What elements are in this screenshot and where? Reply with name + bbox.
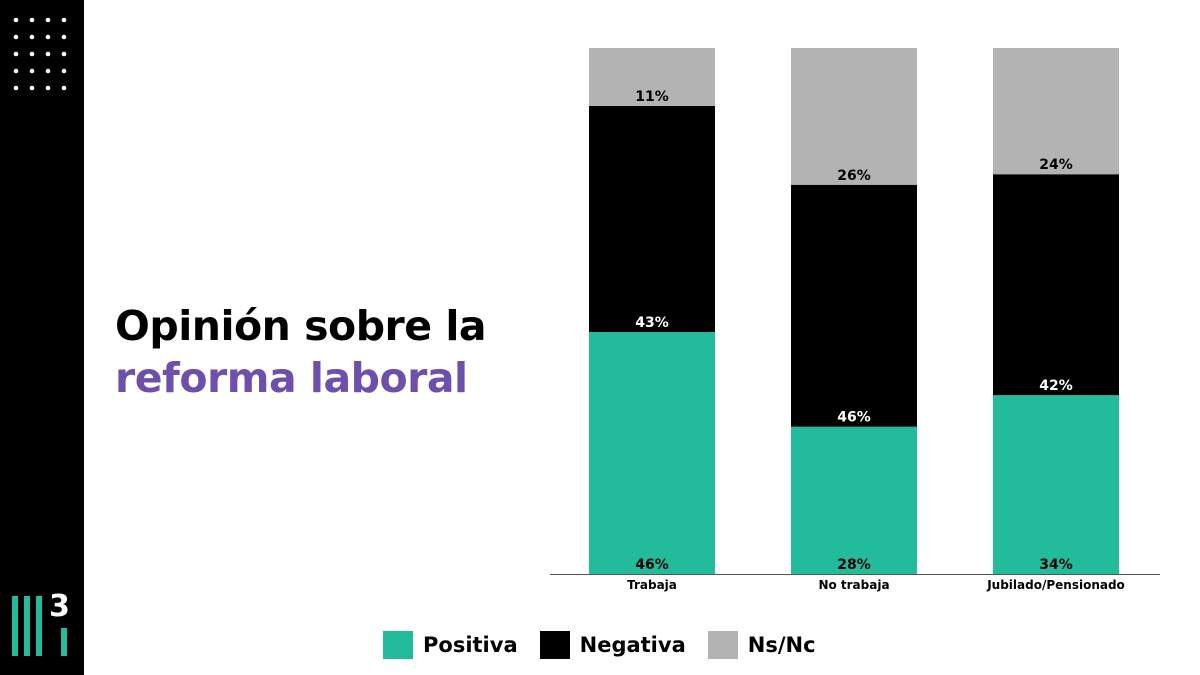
- sidebar: 3: [0, 0, 84, 675]
- brand-logo-icon: [12, 596, 67, 656]
- decoration-dot: [29, 17, 35, 23]
- decoration-dot: [45, 51, 51, 57]
- decoration-dot: [61, 85, 67, 91]
- decoration-dot: [29, 68, 35, 74]
- bar-segment-negativa-1: [589, 105, 715, 333]
- category-label-1: Trabaja: [627, 578, 677, 592]
- data-label-ns-nc-3: 24%: [1039, 157, 1073, 173]
- chart-legend: Positiva Negativa Ns/Nc: [383, 630, 838, 660]
- decoration-dot: [29, 51, 35, 57]
- page-title: Opinión sobre la reforma laboral: [115, 300, 487, 404]
- legend-item-negativa: Negativa: [539, 631, 686, 659]
- decoration-dot: [61, 68, 67, 74]
- data-label-negativa-1: 43%: [635, 315, 669, 331]
- decoration-dot: [13, 17, 19, 23]
- data-label-positiva-1: 46%: [635, 557, 669, 573]
- bar-segment-ns-nc-2: [791, 48, 917, 185]
- bar-segment-negativa-2: [791, 184, 917, 427]
- bar-segment-positiva-1: [589, 332, 715, 574]
- category-label-3: Jubilado/Pensionado: [986, 578, 1125, 592]
- stacked-bar-chart: 46% 43% 11% Trabaja 28% 46% 26% No trabaja 34% 42…: [550, 48, 1160, 592]
- dot-grid-decoration: [13, 17, 67, 91]
- category-label-2: No trabaja: [818, 578, 889, 592]
- decoration-dot: [45, 34, 51, 40]
- legend-label-nsnc: Ns/Nc: [747, 633, 816, 657]
- bar-segment-negativa-3: [993, 174, 1119, 396]
- bar-segment-ns-nc-3: [993, 48, 1119, 175]
- decoration-dot: [29, 34, 35, 40]
- data-label-ns-nc-1: 11%: [635, 89, 669, 105]
- data-label-negativa-2: 46%: [837, 410, 871, 426]
- decoration-dot: [13, 51, 19, 57]
- legend-item-nsnc: Ns/Nc: [707, 631, 816, 659]
- decoration-dot: [61, 34, 67, 40]
- decoration-dot: [61, 17, 67, 23]
- legend-swatch-nsnc: [707, 631, 738, 659]
- legend-swatch-negativa: [539, 631, 570, 659]
- decoration-dot: [13, 68, 19, 74]
- decoration-dot: [29, 85, 35, 91]
- legend-item-positiva: Positiva: [383, 631, 518, 659]
- bar-segment-ns-nc-1: [589, 48, 715, 106]
- decoration-dot: [13, 34, 19, 40]
- data-label-positiva-2: 28%: [837, 557, 871, 573]
- decoration-dot: [45, 17, 51, 23]
- title-line-1: Opinión sobre la: [115, 302, 487, 350]
- data-label-negativa-3: 42%: [1039, 378, 1073, 394]
- data-label-positiva-3: 34%: [1039, 557, 1073, 573]
- decoration-dot: [45, 68, 51, 74]
- legend-label-positiva: Positiva: [423, 633, 518, 657]
- decoration-dot: [61, 51, 67, 57]
- decoration-dot: [13, 85, 19, 91]
- data-label-ns-nc-2: 26%: [837, 168, 871, 184]
- decoration-dot: [45, 85, 51, 91]
- bar-segment-positiva-3: [993, 395, 1119, 574]
- title-line-2: reforma laboral: [115, 354, 468, 402]
- bar-segment-positiva-2: [791, 426, 917, 574]
- brand-logo-number: 3: [49, 589, 70, 624]
- legend-swatch-positiva: [383, 631, 413, 659]
- legend-label-negativa: Negativa: [579, 633, 686, 657]
